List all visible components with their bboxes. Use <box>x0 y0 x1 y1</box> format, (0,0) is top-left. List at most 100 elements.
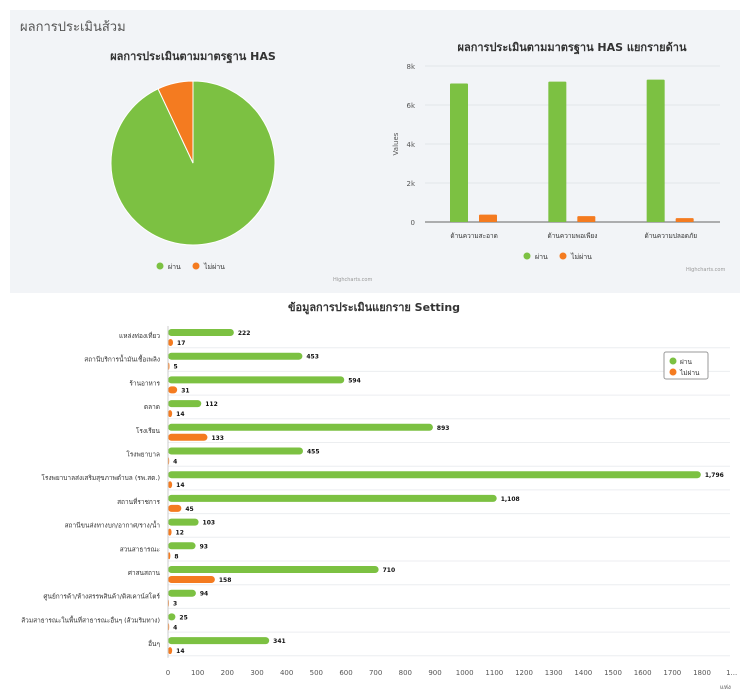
y-tick: 0 <box>411 219 415 227</box>
data-label: 45 <box>185 506 193 513</box>
column-fail[interactable] <box>479 214 497 222</box>
data-label: 103 <box>203 520 216 527</box>
data-label: 5 <box>173 364 177 371</box>
legend-marker[interactable] <box>669 368 677 376</box>
bar-fail[interactable] <box>168 552 171 560</box>
x-tick: ด้านความปลอดภัย <box>645 232 698 240</box>
category-label: โรงเรียน <box>136 427 161 435</box>
y-tick: 2k <box>406 180 415 188</box>
column-pass[interactable] <box>450 83 468 222</box>
x-tick: 1700 <box>663 669 681 677</box>
x-tick: ด้านความสะอาด <box>450 232 497 240</box>
y-tick: 8k <box>406 63 415 71</box>
legend-marker[interactable] <box>669 357 677 365</box>
x-tick: 1400 <box>574 669 592 677</box>
bar-pass[interactable] <box>168 637 270 645</box>
data-label: 14 <box>176 482 184 489</box>
bar-pass[interactable] <box>168 566 379 573</box>
bar-pass[interactable] <box>168 400 202 408</box>
column-fail[interactable] <box>675 218 694 222</box>
data-label: 133 <box>211 435 224 442</box>
legend-label: ผ่าน <box>168 263 181 271</box>
bar-pass[interactable] <box>168 352 303 360</box>
data-label: 341 <box>273 638 286 645</box>
bar-pass[interactable] <box>168 471 701 479</box>
bar-fail[interactable] <box>168 433 208 441</box>
x-axis-title: แห่ง <box>720 684 731 691</box>
y-axis-title: Values <box>392 132 400 155</box>
bar-pass[interactable] <box>168 494 497 502</box>
data-label: 1,108 <box>501 496 520 503</box>
bar-pass[interactable] <box>168 423 433 431</box>
x-tick: 300 <box>250 669 263 677</box>
x-tick: 1600 <box>634 669 652 677</box>
category-label: สถานที่ราชการ <box>117 497 160 506</box>
category-label: ศาสนสถาน <box>128 569 161 577</box>
legend-marker[interactable] <box>156 262 164 270</box>
bar-pass[interactable] <box>168 589 196 597</box>
bar-fail[interactable] <box>168 339 174 346</box>
credit: Highcharts.com <box>686 267 725 273</box>
column-pass[interactable] <box>548 81 567 222</box>
bar-pass[interactable] <box>168 329 234 336</box>
column-pass[interactable] <box>646 79 665 223</box>
bar-fail[interactable] <box>168 504 182 512</box>
legend-label: ไม่ผ่าน <box>203 262 225 271</box>
credit: Highcharts.com <box>333 277 372 283</box>
x-tick: 500 <box>310 669 323 677</box>
bar-pass[interactable] <box>168 613 176 621</box>
x-tick: 100 <box>191 669 204 677</box>
data-label: 455 <box>307 449 320 456</box>
legend-marker[interactable] <box>523 252 531 260</box>
x-tick: 700 <box>369 669 382 677</box>
data-label: 112 <box>205 401 218 408</box>
x-tick: 400 <box>280 669 293 677</box>
pie-slice-fail[interactable] <box>157 80 194 164</box>
bar-pass[interactable] <box>168 376 345 384</box>
data-label: 93 <box>200 543 208 550</box>
bar-fail[interactable] <box>168 386 178 394</box>
legend-marker[interactable] <box>192 262 200 270</box>
legend-label: ผ่าน <box>680 358 692 366</box>
data-label: 893 <box>437 425 450 432</box>
x-tick: ด้านความพอเพียง <box>548 232 598 240</box>
data-label: 4 <box>173 459 177 466</box>
x-tick: 1300 <box>545 669 563 677</box>
x-tick: 1800 <box>693 669 711 677</box>
y-tick: 4k <box>406 141 415 149</box>
x-tick: 200 <box>221 669 234 677</box>
column-fail[interactable] <box>577 216 596 222</box>
bar-fail[interactable] <box>168 410 173 418</box>
legend-label: ไม่ผ่าน <box>570 252 592 261</box>
category-label: ศูนย์การค้า/ห้างสรรพสินค้า/ดิสเคาน์สโตร์ <box>43 593 160 601</box>
bar-fail[interactable] <box>168 481 173 489</box>
bar-pass[interactable] <box>168 518 199 526</box>
bar-fail[interactable] <box>168 528 172 536</box>
category-label: สถานีบริการน้ำมันเชื้อเพลิง <box>84 355 160 364</box>
x-tick: 1200 <box>515 669 533 677</box>
data-label: 31 <box>181 387 189 394</box>
data-label: 710 <box>383 567 396 574</box>
category-label: โรงพยาบาลส่งเสริมสุขภาพตำบล (รพ.สต.) <box>41 474 160 482</box>
category-label: สถานีขนส่งทางบก/อากาศ/ราง/น้ำ <box>65 521 161 530</box>
pie-title: ผลการประเมินตามมาตรฐาน HAS <box>110 50 276 64</box>
x-tick: 800 <box>399 669 412 677</box>
legend-label: ผ่าน <box>535 253 548 261</box>
data-label: 594 <box>348 377 361 384</box>
data-label: 3 <box>173 601 177 608</box>
data-label: 12 <box>176 530 184 537</box>
x-tick: 0 <box>166 669 170 677</box>
category-label: โรงพยาบาล <box>126 451 160 459</box>
legend-marker[interactable] <box>559 252 567 260</box>
data-label: 14 <box>176 648 184 655</box>
data-label: 453 <box>306 354 319 361</box>
bar-title: ข้อมูลการประเมินแยกราย Setting <box>288 301 460 315</box>
bar-fail[interactable] <box>168 576 215 583</box>
category-label: ร้านอาหาร <box>129 379 160 387</box>
bar-pass[interactable] <box>168 447 303 455</box>
data-label: 14 <box>176 411 184 418</box>
bar-fail[interactable] <box>168 647 173 655</box>
category-label: อื่นๆ <box>148 639 160 648</box>
bar-pass[interactable] <box>168 542 196 550</box>
